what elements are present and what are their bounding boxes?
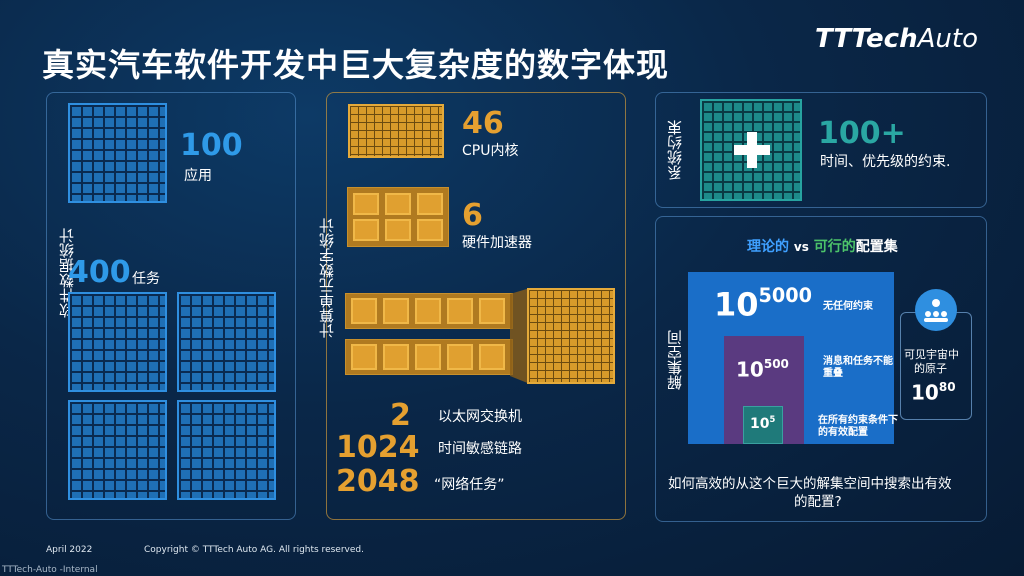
tasks-grid-icon-1 [68, 292, 167, 392]
theoretical-desc: 无任何约束 [823, 301, 873, 312]
logo-thin: Auto [917, 24, 978, 54]
cpu-value: 46 [462, 106, 504, 141]
links-value: 1024 [336, 430, 420, 465]
header-theoretical: 理论的 [747, 239, 789, 255]
theoretical-exp: 5000 [758, 284, 812, 307]
atoms-base: 10 [911, 380, 939, 405]
hw-chip [385, 219, 411, 241]
apps-value: 100 [180, 128, 243, 163]
switch-port [447, 298, 473, 324]
valid-exp: 5 [769, 414, 776, 424]
switch-port [479, 344, 505, 370]
switch-port [415, 344, 441, 370]
apps-grid-icon [68, 103, 167, 203]
no-overlap-exp: 500 [763, 357, 789, 371]
system-constraints-label: 系统约束 [666, 120, 684, 180]
links-label: 时间敏感链路 [438, 441, 522, 457]
hw-chip [385, 193, 411, 215]
tasks-grid-icon-2 [177, 292, 276, 392]
footer-copyright: Copyright © TTTech Auto AG. All rights r… [144, 545, 364, 555]
config-header: 理论的 vs 可行的配置集 [747, 236, 898, 256]
network-task-value: 2048 [336, 464, 420, 499]
constraints-value: 100+ [818, 116, 906, 151]
hw-chip [417, 193, 443, 215]
footer-date: April 2022 [46, 545, 93, 555]
tasks-value: 400 [68, 255, 131, 290]
system-constraints-panel [655, 92, 987, 208]
page-title: 真实汽车软件开发中巨大复杂度的数字体现 [42, 46, 670, 84]
footer-classification: TTTech-Auto -Internal [2, 565, 98, 575]
people-icon [915, 289, 957, 331]
hw-chip [417, 219, 443, 241]
switch-port [383, 344, 409, 370]
cpu-cores-icon [348, 104, 444, 158]
header-config: 配置集 [855, 239, 898, 255]
switch-label: 以太网交换机 [438, 409, 522, 425]
compute-stats-panel [326, 92, 626, 520]
switch-port [479, 298, 505, 324]
atoms-count: 1080 [911, 380, 956, 404]
valid-config-desc-1: 在所有约束条件下 [818, 415, 898, 426]
atoms-exp: 80 [938, 380, 956, 394]
atoms-label-1: 可见宇宙中 [904, 348, 959, 361]
plus-icon [730, 128, 774, 172]
valid-base: 10 [750, 415, 770, 432]
question-line-2: 的配置? [794, 494, 842, 510]
no-overlap-count: 10500 [736, 357, 789, 381]
question-line-1: 如何高效的从这个巨大的解集空间中搜索出有效 [668, 476, 952, 492]
tasks-grid-icon-3 [68, 400, 167, 500]
tasks-grid-icon-4 [177, 400, 276, 500]
solution-space-label: 解集空间 [666, 330, 684, 390]
switch-port [351, 298, 377, 324]
no-overlap-desc-2: 重叠 [823, 368, 843, 379]
network-task-grid-icon [527, 288, 615, 384]
theoretical-base: 10 [714, 285, 759, 324]
hw-label: 硬件加速器 [462, 235, 532, 251]
header-vs: vs [793, 240, 809, 254]
theoretical-count: 105000 [714, 284, 812, 323]
switch-value: 2 [390, 398, 411, 433]
header-feasible: 可行的 [813, 239, 856, 255]
compute-stats-label: 计算单元数字统计 [318, 218, 336, 338]
software-stats-panel [46, 92, 296, 520]
logo-bold: TTTech [815, 24, 918, 54]
solution-space-panel [655, 216, 987, 522]
company-logo: TTTechAuto [815, 24, 978, 54]
switch-port [351, 344, 377, 370]
no-overlap-desc-1: 消息和任务不能 [823, 356, 893, 367]
valid-config-count: 105 [750, 414, 775, 432]
tasks-label: 任务 [132, 271, 160, 287]
constraints-desc: 时间、优先级的约束. [820, 154, 951, 170]
cpu-label: CPU内核 [462, 143, 519, 159]
atoms-label-2: 的原子 [914, 362, 947, 375]
no-overlap-base: 10 [736, 357, 764, 382]
network-task-label: “网络任务” [434, 477, 505, 493]
hw-chip [353, 193, 379, 215]
switch-port [447, 344, 473, 370]
valid-config-box [743, 406, 783, 444]
apps-label: 应用 [184, 168, 212, 184]
switch-port [383, 298, 409, 324]
hw-chip [353, 219, 379, 241]
zoom-connector-icon [510, 288, 530, 384]
hw-value: 6 [462, 198, 483, 233]
switch-port [415, 298, 441, 324]
valid-config-desc-2: 的有效配置 [818, 427, 868, 438]
